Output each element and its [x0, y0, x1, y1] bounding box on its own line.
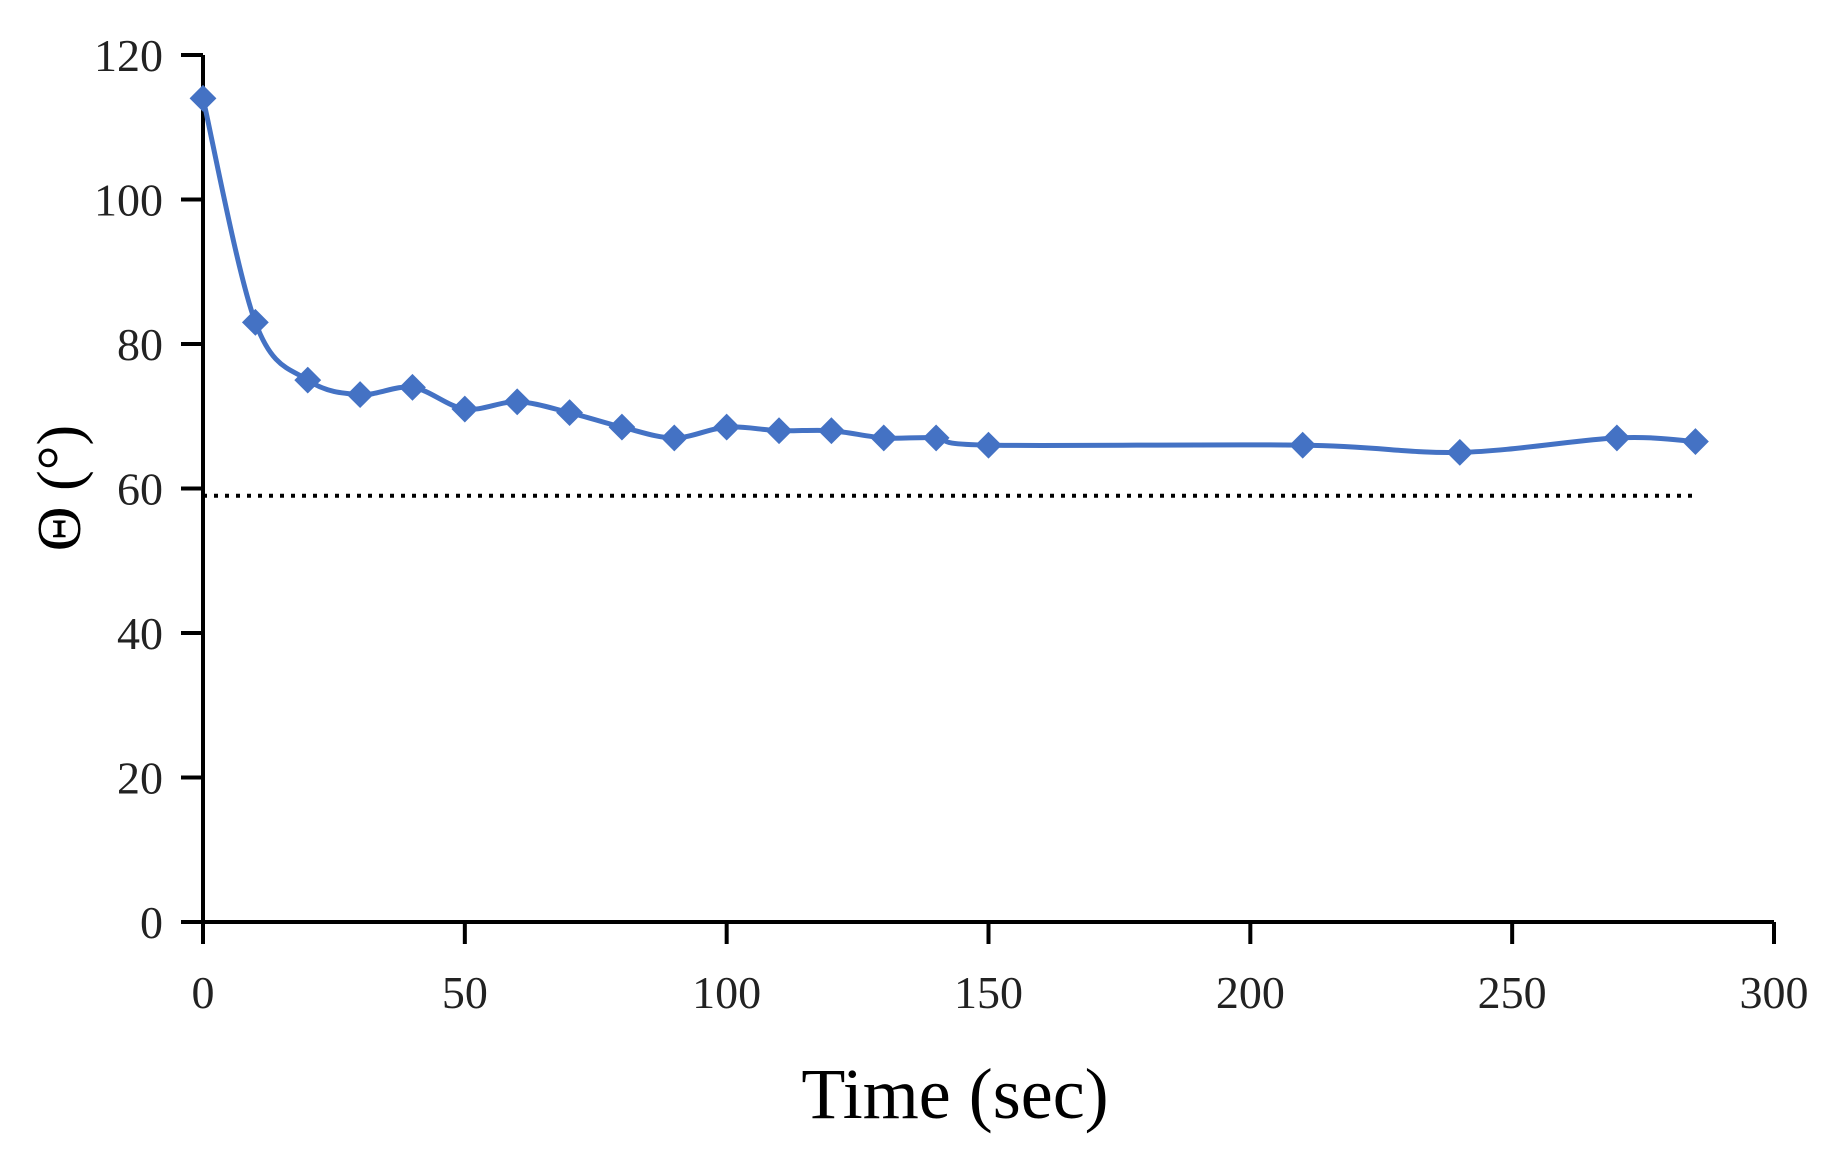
data-point: [1682, 428, 1709, 455]
x-tick-label: 200: [1216, 967, 1285, 1018]
data-point: [346, 381, 374, 408]
y-tick-label: 100: [94, 175, 163, 226]
x-axis-title: Time (sec): [801, 1054, 1108, 1134]
y-tick-label: 80: [117, 319, 163, 370]
x-tick-label: 50: [442, 967, 488, 1018]
data-point: [975, 431, 1002, 459]
data-point: [1603, 424, 1631, 452]
data-point: [608, 413, 636, 441]
data-point: [294, 366, 322, 394]
series-line: [200, 97, 1696, 456]
data-point: [1289, 431, 1317, 459]
x-tick-label: 100: [692, 967, 761, 1018]
axes: [181, 53, 1776, 944]
y-tick-label: 120: [94, 30, 163, 81]
x-tick-label: 300: [1740, 967, 1809, 1018]
data-point: [765, 417, 793, 445]
data-point: [399, 373, 426, 401]
tick-labels: 0 20 40 60 80 100 120 0 50 100 150 200 250 300: [94, 30, 1809, 1018]
series-layer: [189, 84, 1709, 466]
data-point: [1446, 438, 1474, 466]
data-point: [556, 399, 583, 427]
x-tick-label: 250: [1478, 967, 1547, 1018]
data-point: [713, 413, 741, 441]
data-point: [870, 424, 898, 452]
data-point: [922, 424, 950, 452]
data-point: [241, 308, 269, 336]
y-tick-label: 40: [117, 608, 163, 659]
y-axis-title: Θ (°): [26, 425, 94, 551]
data-point: [817, 417, 845, 445]
data-point: [660, 424, 688, 452]
data-point: [503, 388, 531, 416]
data-point: [189, 84, 217, 112]
y-tick-label: 60: [117, 464, 163, 515]
x-tick-label: 0: [192, 967, 215, 1018]
x-tick-label: 150: [954, 967, 1023, 1018]
y-tick-label: 20: [117, 753, 163, 804]
data-point: [451, 395, 479, 423]
y-tick-label: 0: [140, 897, 163, 948]
